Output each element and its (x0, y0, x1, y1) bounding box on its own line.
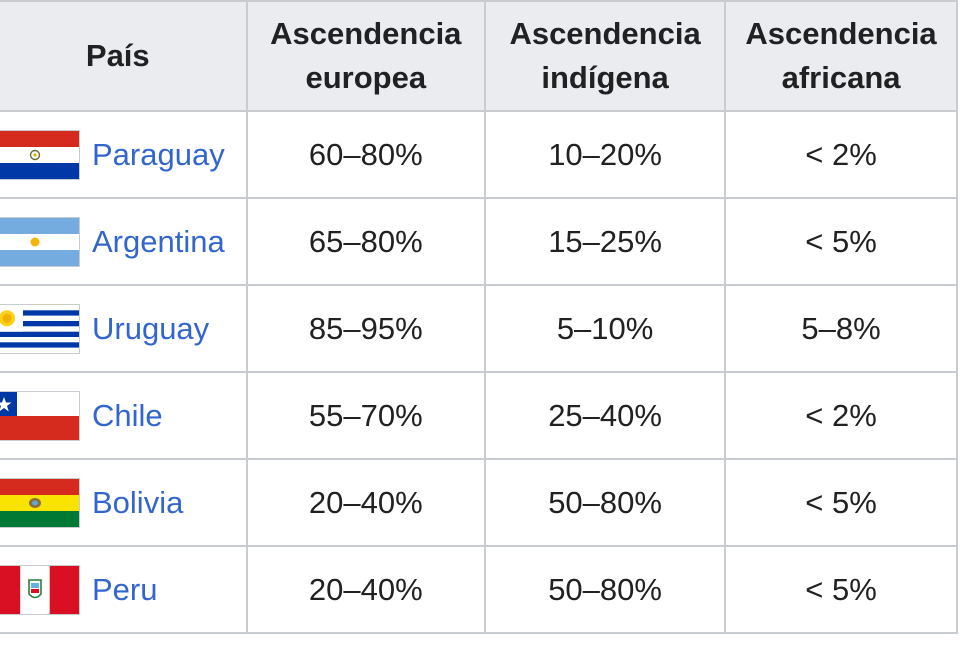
african-ancestry-cell: < 2% (724, 371, 958, 460)
indigenous-ancestry-cell: 5–10% (484, 284, 727, 373)
table-row: Peru 20–40% 50–80% < 5% (0, 545, 958, 634)
header-country: País (0, 0, 248, 112)
country-link-paraguay[interactable]: Paraguay (92, 136, 225, 172)
country-cell: Bolivia (0, 458, 248, 547)
african-ancestry-cell: 5–8% (724, 284, 958, 373)
header-country-label: País (85, 38, 150, 73)
header-indigenous-ancestry: Ascendencia indígena (484, 0, 727, 112)
header-european-ancestry: Ascendencia europea (245, 0, 487, 112)
country-cell: Paraguay (0, 110, 248, 199)
indigenous-ancestry-cell: 10–20% (484, 110, 727, 199)
paraguay-flag-icon[interactable] (0, 129, 80, 180)
header-indigenous-line-2: indígena (541, 60, 669, 95)
indigenous-ancestry-cell: 15–25% (484, 197, 727, 286)
country-link-peru[interactable]: Peru (92, 571, 158, 607)
country-link-uruguay[interactable]: Uruguay (92, 310, 210, 346)
european-ancestry-cell: 65–80% (245, 197, 487, 286)
african-ancestry-cell: < 5% (724, 545, 958, 634)
european-ancestry-cell: 20–40% (245, 545, 487, 634)
ancestry-table: País Ascendencia europea Ascendencia ind… (0, 0, 958, 634)
african-ancestry-cell: < 5% (724, 458, 958, 547)
european-ancestry-cell: 60–80% (245, 110, 487, 199)
peru-flag-icon[interactable] (0, 564, 80, 615)
table-row: Uruguay 85–95% 5–10% 5–8% (0, 284, 958, 373)
country-link-argentina[interactable]: Argentina (92, 223, 225, 259)
country-cell: Peru (0, 545, 248, 634)
header-indigenous-line-1: Ascendencia (509, 16, 701, 51)
table-row: Argentina 65–80% 15–25% < 5% (0, 197, 958, 286)
header-african-ancestry: Ascendencia africana (724, 0, 958, 112)
country-cell: Uruguay (0, 284, 248, 373)
european-ancestry-cell: 55–70% (245, 371, 487, 460)
indigenous-ancestry-cell: 25–40% (484, 371, 727, 460)
argentina-flag-icon[interactable] (0, 216, 80, 267)
country-cell: Chile (0, 371, 248, 460)
country-link-bolivia[interactable]: Bolivia (92, 484, 184, 520)
header-african-line-1: Ascendencia (745, 16, 937, 51)
bolivia-flag-icon[interactable] (0, 477, 80, 528)
african-ancestry-cell: < 2% (724, 110, 958, 199)
chile-flag-icon[interactable] (0, 390, 80, 441)
header-african-line-2: africana (781, 60, 901, 95)
european-ancestry-cell: 20–40% (245, 458, 487, 547)
european-ancestry-cell: 85–95% (245, 284, 487, 373)
indigenous-ancestry-cell: 50–80% (484, 458, 727, 547)
table-row: Paraguay 60–80% 10–20% < 2% (0, 110, 958, 199)
table-row: Chile 55–70% 25–40% < 2% (0, 371, 958, 460)
country-cell: Argentina (0, 197, 248, 286)
header-european-line-2: europea (305, 60, 427, 95)
country-link-chile[interactable]: Chile (92, 397, 163, 433)
african-ancestry-cell: < 5% (724, 197, 958, 286)
table-header-row: País Ascendencia europea Ascendencia ind… (0, 0, 958, 112)
header-european-line-1: Ascendencia (270, 16, 462, 51)
uruguay-flag-icon[interactable] (0, 303, 80, 354)
indigenous-ancestry-cell: 50–80% (484, 545, 727, 634)
table-row: Bolivia 20–40% 50–80% < 5% (0, 458, 958, 547)
